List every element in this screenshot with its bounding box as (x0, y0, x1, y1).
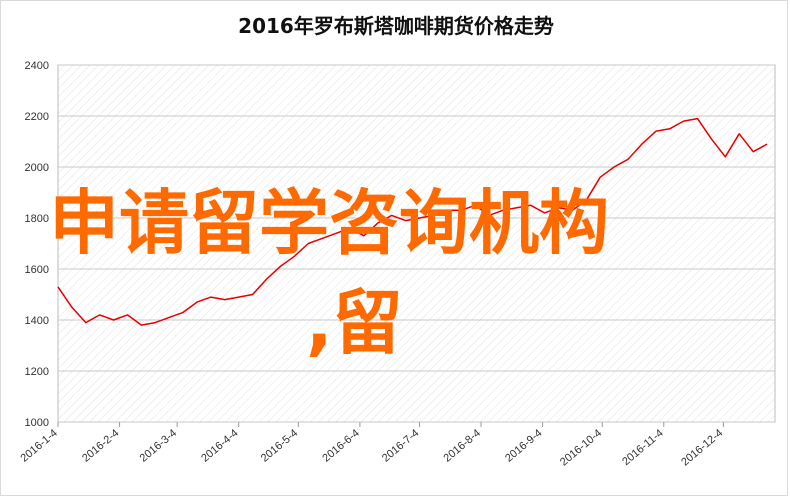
x-tick-label: 2016-1-4 (18, 427, 59, 465)
x-tick-label: 2016-3-4 (138, 427, 179, 465)
y-tick-label: 2000 (25, 162, 49, 174)
x-tick-label: 2016-9-4 (503, 427, 544, 465)
y-tick-label: 1000 (25, 417, 49, 429)
y-tick-label: 1400 (25, 315, 49, 327)
watermark-overlay: 申请留学咨询机构 ,留 (49, 182, 609, 364)
y-tick-label: 1600 (25, 264, 49, 276)
x-axis-ticks: 2016-1-4 2016-2-4 2016-3-4 2016-4-4 2016-5-4… (18, 422, 725, 469)
series-line (57, 117, 768, 326)
x-tick-label: 2016-6-4 (320, 427, 361, 465)
x-tick-label: 2016-4-4 (199, 427, 240, 465)
x-tick-label: 2016-7-4 (380, 427, 421, 465)
plot-background (57, 64, 776, 423)
overlay-text-line2: ,留 (306, 282, 403, 364)
price-line (57, 117, 768, 326)
y-tick-label: 2200 (25, 111, 49, 123)
x-tick-label: 2016-2-4 (80, 427, 121, 465)
x-tick-label: 2016-11-4 (620, 427, 666, 468)
x-tick-label: 2016-12-4 (679, 427, 725, 468)
x-tick-label: 2016-10-4 (558, 427, 604, 468)
overlay-text-line1: 申请留学咨询机构 (49, 182, 609, 264)
y-axis-ticks: 1000 1200 1400 1600 1800 2000 2200 2400 (25, 60, 49, 429)
plot-area (57, 64, 776, 423)
x-tick-label: 2016-5-4 (259, 427, 300, 465)
chart-title: 2016年罗布斯塔咖啡期货价格走势 (238, 14, 554, 38)
y-tick-label: 1800 (25, 213, 49, 225)
y-tick-label: 1200 (25, 366, 49, 378)
y-tick-label: 2400 (25, 60, 49, 72)
x-tick-label: 2016-8-4 (442, 427, 483, 465)
